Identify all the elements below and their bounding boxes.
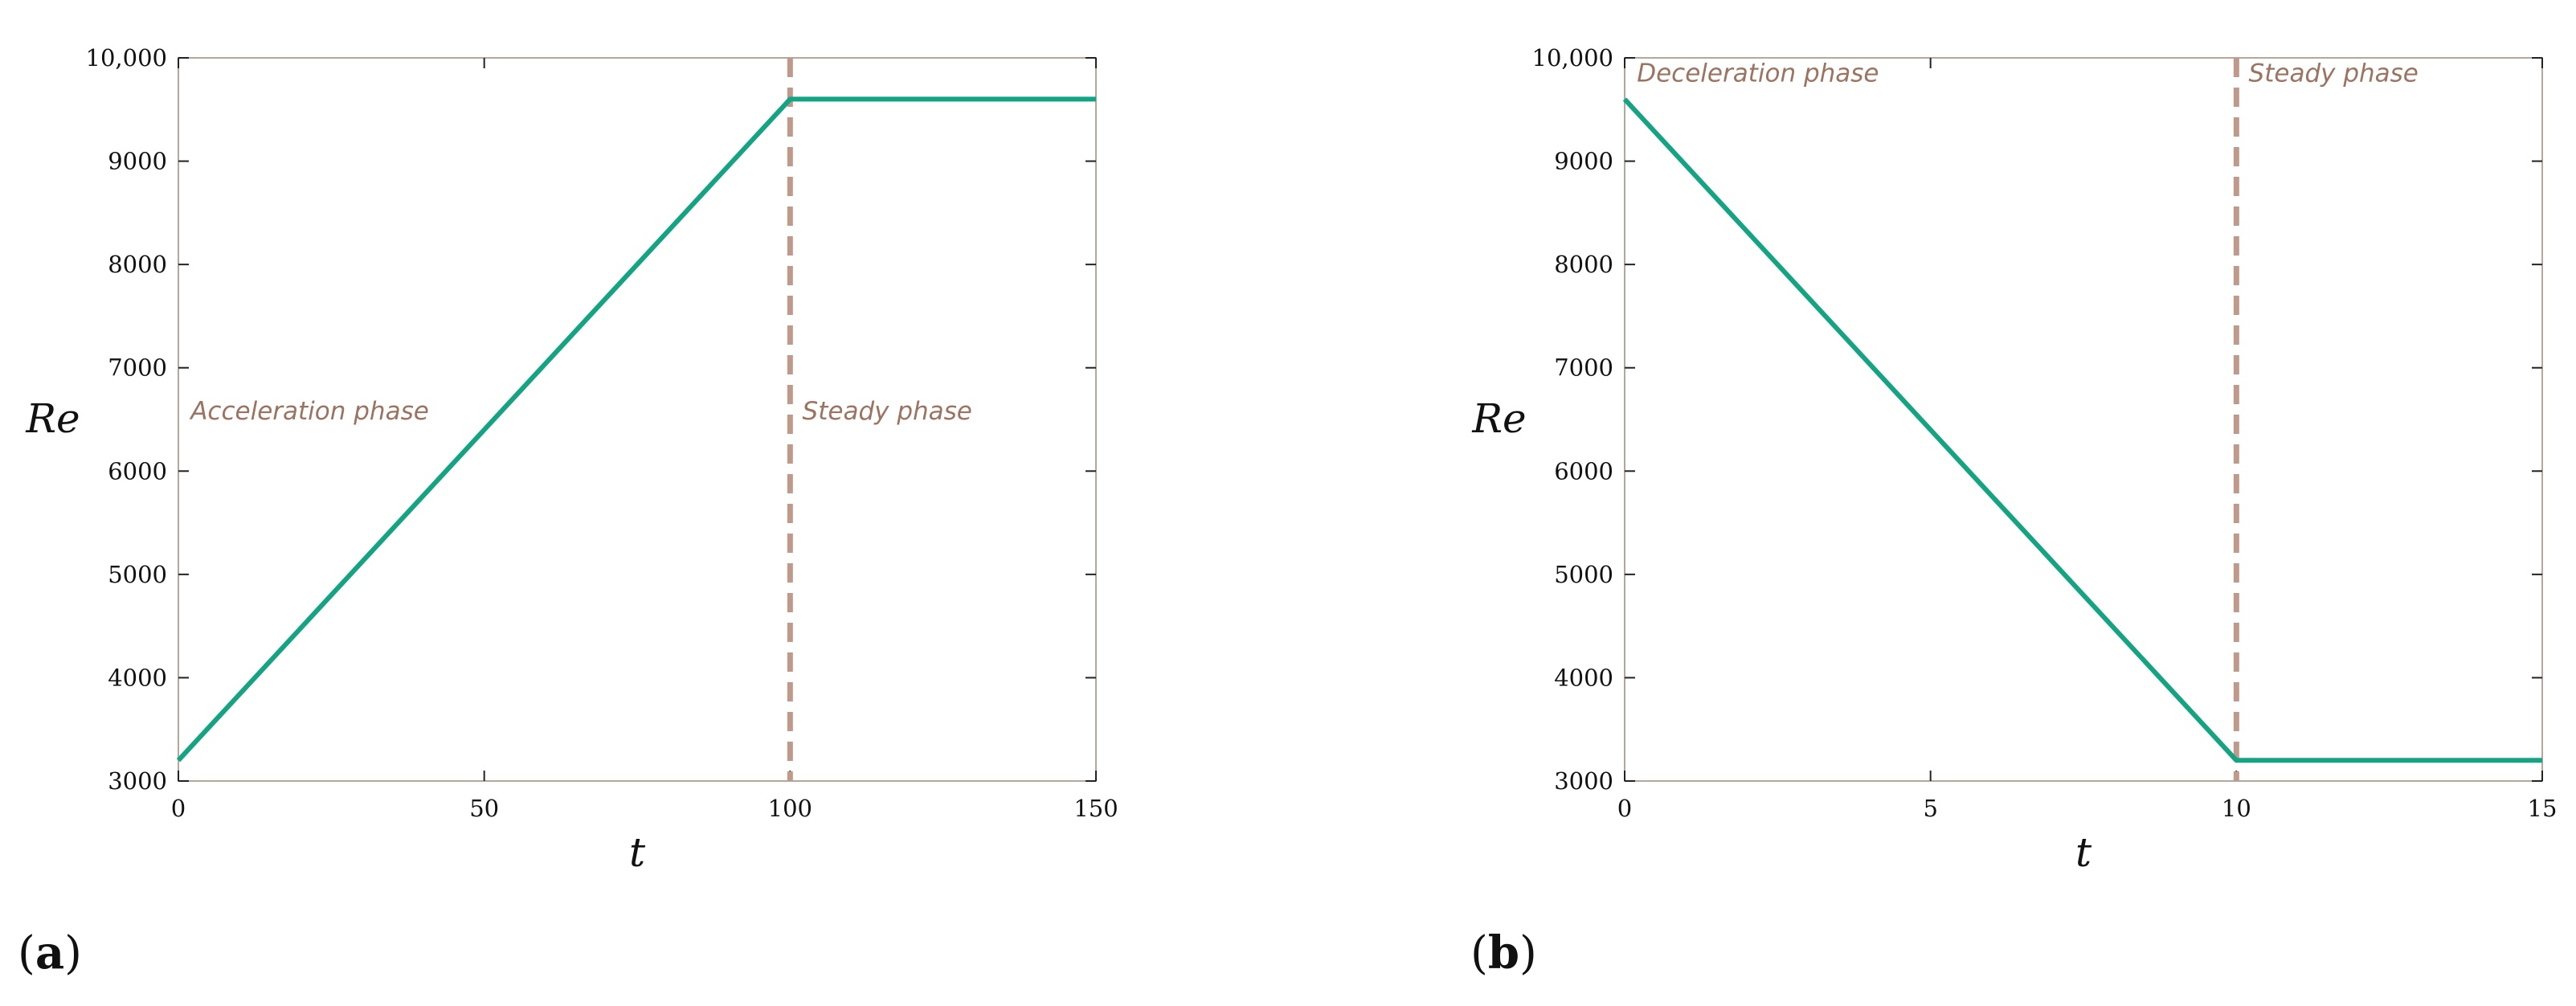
y-tick-label: 8000 [1554,251,1613,278]
series-line [1622,97,2542,763]
x-tick-labels: 0 50 100 150 [171,795,1118,822]
plot-frame [178,57,1097,782]
y-tick-label: 4000 [1554,664,1613,691]
y-tick-label: 7000 [108,354,167,382]
tick-marks [1624,57,2543,782]
x-tick-label: 0 [171,795,186,822]
phase-annotation: Steady phase [803,397,972,426]
x-tick-label: 15 [2528,795,2558,822]
y-tick-label: 8000 [108,251,167,278]
panel-label: (b) [1470,926,1537,979]
y-tick-labels: 3000 4000 5000 6000 7000 8000 9000 10,000 [1532,44,1613,795]
x-tick-label: 10 [2222,795,2251,822]
phase-annotation: Deceleration phase [1637,59,1879,88]
y-tick-label: 4000 [108,664,167,691]
phase-annotation: Steady phase [2249,59,2419,88]
y-axis-label: Re [1471,395,1526,442]
phase-annotation: Acceleration phase [189,397,429,426]
y-axis-label: Re [25,395,80,442]
series-lines [176,96,1096,763]
phase-annotations: Deceleration phase Steady phase [1637,59,2419,88]
y-tick-label: 10,000 [86,44,167,72]
y-tick-label: 7000 [1554,354,1613,382]
y-tick-label: 3000 [1554,767,1613,795]
x-tick-labels: 0 5 10 15 [1617,795,2558,822]
series-line [176,96,1096,763]
tick-marks [178,57,1097,782]
panel-a-chart: 0 50 100 150 3000 4000 5000 6000 7000 8000 9000 10… [18,44,1118,979]
x-tick-label: 0 [1617,795,1632,822]
y-tick-label: 3000 [108,767,167,795]
y-tick-label: 10,000 [1532,44,1613,72]
panel-b-chart: 0 5 10 15 3000 4000 5000 6000 7000 8000 9000 10,00… [1470,44,2557,979]
x-axis-label: t [629,829,646,876]
y-tick-label: 9000 [1554,148,1613,175]
panel-label: (a) [18,926,82,979]
x-tick-label: 5 [1923,795,1937,822]
y-tick-label: 6000 [108,457,167,485]
phase-annotations: Acceleration phase Steady phase [189,397,972,426]
y-tick-label: 6000 [1554,457,1613,485]
x-tick-label: 150 [1073,795,1118,822]
x-tick-label: 100 [768,795,812,822]
x-axis-label: t [2075,829,2092,876]
y-tick-label: 5000 [108,561,167,588]
plot-frame [1624,57,2543,782]
y-tick-labels: 3000 4000 5000 6000 7000 8000 9000 10,000 [86,44,167,795]
y-tick-label: 9000 [108,148,167,175]
x-tick-label: 50 [469,795,499,822]
series-lines [1622,97,2542,763]
y-tick-label: 5000 [1554,561,1613,588]
